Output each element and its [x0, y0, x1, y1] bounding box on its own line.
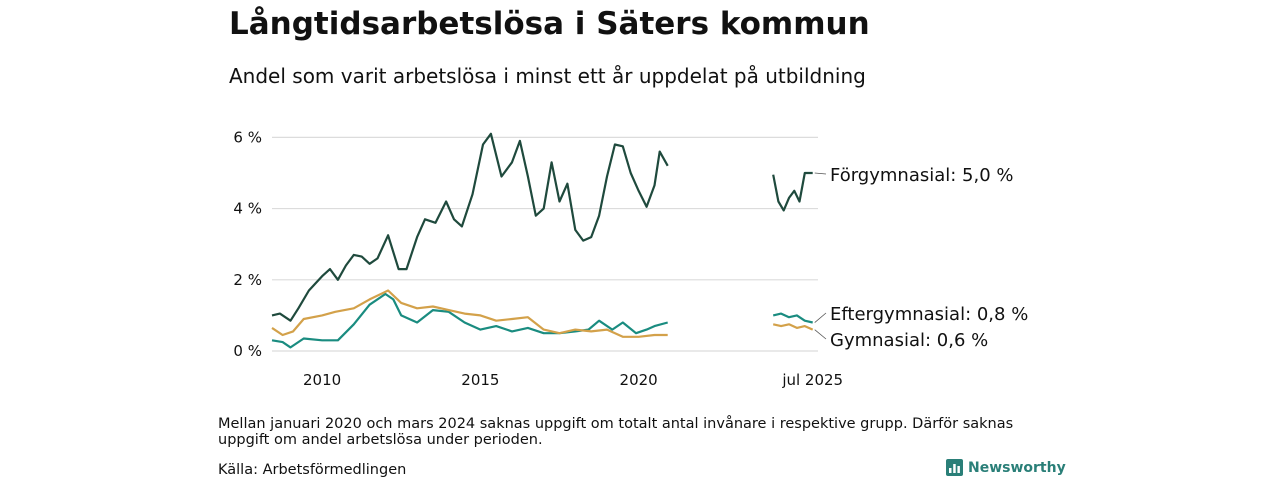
axis-and-series-labels: 0 % 2 % 4 % 6 % 2010 2015 2020 jul 2025 Förgymna… — [233, 128, 1028, 389]
bar-chart-logo-icon — [946, 459, 963, 476]
x-tick-label: jul 2025 — [781, 371, 843, 389]
line-chart: 0 % 2 % 4 % 6 % 2010 2015 2020 jul 2025 Förgymna… — [233, 128, 1028, 389]
brand-logo: Newsworthy — [946, 459, 1066, 476]
gridlines — [272, 136, 818, 352]
series-label-connector — [814, 329, 827, 340]
series-line — [271, 292, 668, 349]
series-line — [772, 171, 813, 212]
series-line — [772, 312, 813, 324]
source-text: Källa: Arbetsförmedlingen — [218, 462, 407, 478]
y-tick-label: 4 % — [233, 200, 262, 218]
chart-subtitle: Andel som varit arbetslösa i minst ett å… — [229, 64, 866, 88]
series-label-connector — [814, 172, 827, 175]
x-tick-label: 2020 — [620, 371, 658, 389]
footnote: Mellan januari 2020 och mars 2024 saknas… — [218, 416, 1014, 448]
series-label: Gymnasial: 0,6 % — [830, 330, 988, 351]
series-lines — [271, 132, 814, 349]
series-label-connector — [814, 312, 827, 323]
brand-name: Newsworthy — [968, 459, 1066, 476]
y-tick-label: 2 % — [233, 271, 262, 289]
x-tick-label: 2015 — [461, 371, 499, 389]
chart-title: Långtidsarbetslösa i Säters kommun — [229, 6, 870, 42]
series-line — [271, 132, 669, 322]
series-label: Förgymnasial: 5,0 % — [830, 165, 1014, 186]
x-tick-label: 2010 — [303, 371, 341, 389]
series-line — [271, 289, 668, 338]
series-line — [772, 323, 814, 331]
series-label: Eftergymnasial: 0,8 % — [830, 304, 1028, 325]
y-tick-label: 0 % — [233, 342, 262, 360]
y-tick-label: 6 % — [233, 128, 262, 146]
